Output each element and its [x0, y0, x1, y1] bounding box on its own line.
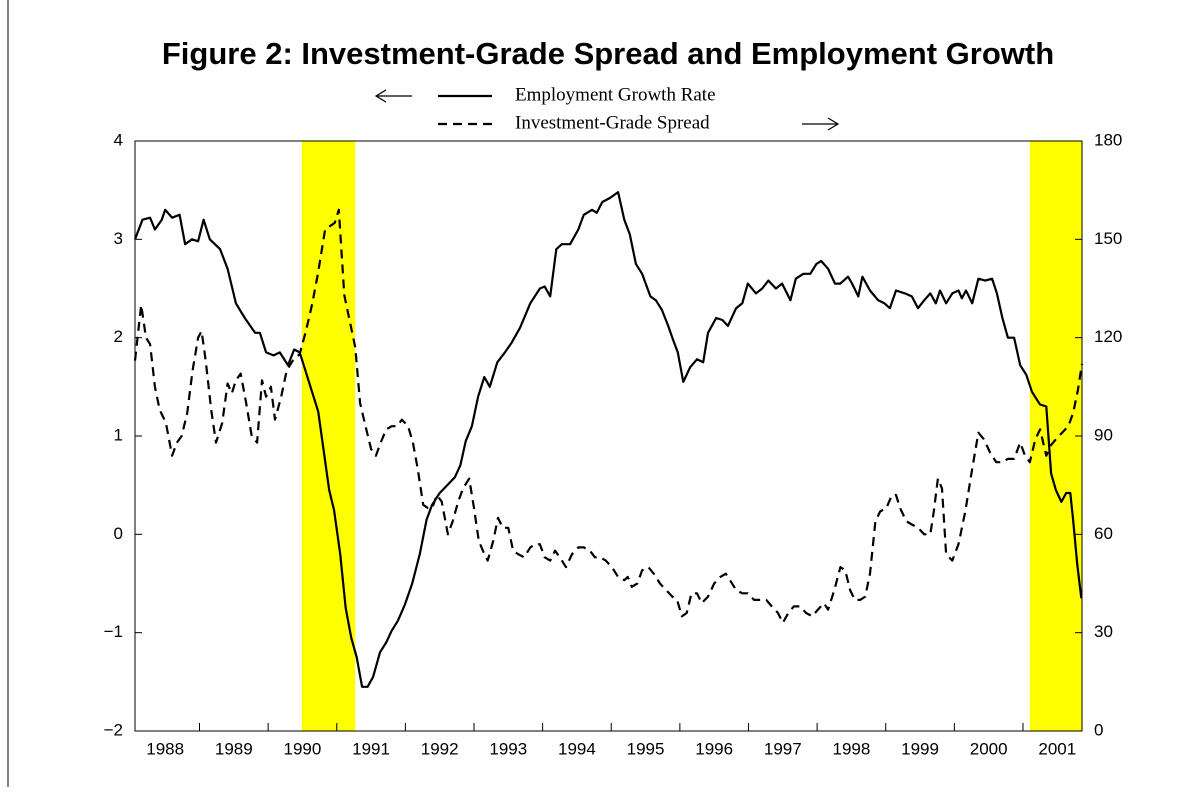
x-tick-label: 1990	[284, 739, 322, 758]
recession-band	[1029, 141, 1082, 731]
x-tick-label: 1991	[352, 739, 390, 758]
legend-label: Investment-Grade Spread	[515, 112, 710, 133]
y2-tick-label: 0	[1094, 720, 1103, 739]
y-tick-label: 4	[114, 130, 123, 149]
plot-frame	[134, 140, 1083, 732]
x-tick-label: 1988	[146, 739, 184, 758]
x-tick-label: 1997	[764, 739, 802, 758]
legend-label: Employment Growth Rate	[515, 84, 716, 105]
recession-band	[301, 141, 356, 731]
chart-title: Figure 2: Investment-Grade Spread and Em…	[162, 36, 1054, 71]
y-tick-label: −1	[104, 622, 123, 641]
series-line	[133, 191, 1083, 688]
left-axis-arrow	[374, 89, 412, 103]
series-line	[133, 208, 1084, 624]
x-tick-label: 1994	[558, 739, 596, 758]
y-tick-label: −2	[104, 720, 123, 739]
x-tick-label: 1999	[901, 739, 939, 758]
x-tick-label: 2000	[970, 739, 1008, 758]
x-tick-label: 2001	[1038, 739, 1076, 758]
y2-tick-label: 120	[1094, 327, 1122, 346]
x-tick-label: 1996	[695, 739, 733, 758]
y2-tick-label: 150	[1094, 229, 1122, 248]
y-tick-label: 2	[114, 327, 123, 346]
y2-tick-label: 180	[1094, 130, 1122, 149]
y-tick-label: 1	[114, 425, 123, 444]
x-tick-label: 1993	[489, 739, 527, 758]
right-axis-arrow	[802, 117, 840, 131]
x-tick-label: 1989	[215, 739, 253, 758]
y2-tick-label: 60	[1094, 524, 1113, 543]
x-tick-label: 1995	[627, 739, 665, 758]
x-tick-label: 1998	[833, 739, 871, 758]
y-tick-label: 3	[114, 229, 123, 248]
y2-tick-label: 30	[1094, 622, 1113, 641]
y2-tick-label: 90	[1094, 425, 1113, 444]
legend: Employment Growth Rate Investment-Grade …	[374, 84, 840, 133]
y-tick-label: 0	[114, 524, 123, 543]
x-tick-label: 1992	[421, 739, 459, 758]
